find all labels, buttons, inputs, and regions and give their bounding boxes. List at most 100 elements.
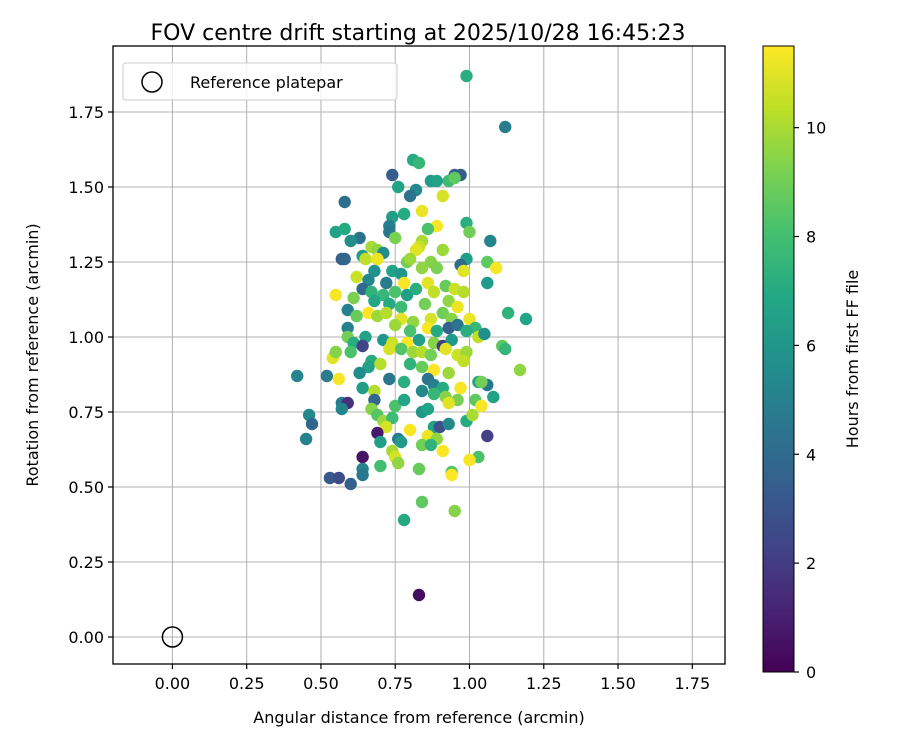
data-point [439, 342, 452, 356]
data-point [484, 234, 497, 248]
data-point [383, 342, 396, 356]
data-point [338, 222, 351, 236]
data-point [291, 369, 304, 383]
data-point [436, 189, 449, 203]
data-point [403, 357, 417, 371]
data-point [513, 363, 527, 377]
data-point [412, 588, 426, 602]
colorbar-tick-label: 0 [806, 663, 816, 682]
data-point [392, 456, 405, 470]
chart-title: FOV centre drift starting at 2025/10/28 … [151, 21, 686, 46]
data-point [415, 360, 429, 374]
data-point [436, 444, 449, 458]
data-point [397, 393, 411, 407]
colorbar-label: Hours from first FF file [843, 270, 862, 449]
data-point [448, 171, 461, 185]
data-point [409, 243, 423, 257]
y-tick-label: 1.25 [68, 253, 104, 272]
data-point [395, 342, 408, 356]
data-point [299, 432, 313, 446]
data-point [460, 324, 473, 338]
data-point [371, 252, 384, 266]
data-point [332, 372, 345, 386]
data-point [353, 366, 366, 380]
data-point [457, 354, 470, 368]
data-point [389, 399, 402, 413]
data-point [436, 243, 449, 257]
data-point [409, 282, 423, 296]
data-point [403, 189, 417, 203]
data-point [418, 297, 432, 311]
colorbar-tick-label: 10 [806, 119, 826, 138]
data-point [412, 462, 426, 476]
data-point [415, 438, 429, 452]
data-point [457, 264, 470, 278]
y-tick-label: 0.25 [68, 553, 104, 572]
y-tick-label: 1.00 [68, 328, 104, 347]
data-point [463, 225, 476, 239]
data-point [356, 381, 369, 395]
x-tick-label: 0.00 [155, 674, 191, 693]
x-tick-label: 1.00 [452, 674, 488, 693]
data-point [424, 348, 438, 362]
data-point [421, 276, 435, 290]
y-tick-label: 0.75 [68, 403, 104, 422]
data-point [386, 168, 399, 182]
data-point [442, 396, 455, 410]
data-point [412, 156, 426, 170]
data-point [374, 357, 387, 371]
data-point [368, 384, 381, 398]
data-point [389, 285, 402, 299]
data-point [320, 369, 334, 383]
data-point [475, 375, 488, 389]
legend-label: Reference platepar [190, 73, 343, 92]
data-point [481, 255, 494, 269]
data-point [481, 276, 494, 290]
data-point [374, 459, 387, 473]
data-point [380, 306, 393, 320]
data-point [415, 384, 429, 398]
data-point [338, 195, 351, 209]
data-point [374, 435, 387, 449]
data-point [397, 375, 411, 389]
data-point [347, 291, 360, 305]
data-point [362, 273, 375, 287]
data-point [430, 324, 443, 338]
data-point [475, 399, 488, 413]
data-point [451, 300, 464, 314]
data-point [415, 495, 429, 509]
data-point [397, 513, 411, 527]
y-axis-ticks: 0.00 0.25 0.50 0.75 1.00 1.25 1.50 1.75 [68, 103, 113, 647]
data-point [427, 363, 441, 377]
data-point [421, 402, 435, 416]
data-point [454, 381, 467, 395]
reference-platepar-marker [161, 626, 184, 648]
data-point [403, 252, 417, 266]
x-axis-label: Angular distance from reference (arcmin) [253, 708, 584, 727]
colorbar-tick-label: 4 [806, 445, 816, 464]
data-point [463, 312, 476, 326]
data-point [499, 342, 512, 356]
data-point [481, 429, 494, 443]
data-point [392, 180, 405, 194]
data-point [460, 69, 473, 83]
data-point [415, 204, 429, 218]
data-point [403, 423, 417, 437]
y-tick-label: 1.75 [68, 103, 104, 122]
colorbar-tick-label: 6 [806, 336, 816, 355]
data-point [430, 174, 443, 188]
data-point [421, 222, 435, 236]
x-tick-label: 0.50 [303, 674, 339, 693]
data-point [397, 276, 411, 290]
data-point [344, 234, 357, 248]
x-tick-label: 1.50 [600, 674, 636, 693]
data-point [386, 411, 399, 425]
data-point [445, 468, 458, 482]
data-point [368, 264, 381, 278]
y-tick-label: 0.00 [68, 628, 104, 647]
data-point [368, 294, 381, 308]
data-point [356, 450, 369, 464]
data-point [350, 270, 363, 284]
data-point [442, 417, 455, 431]
